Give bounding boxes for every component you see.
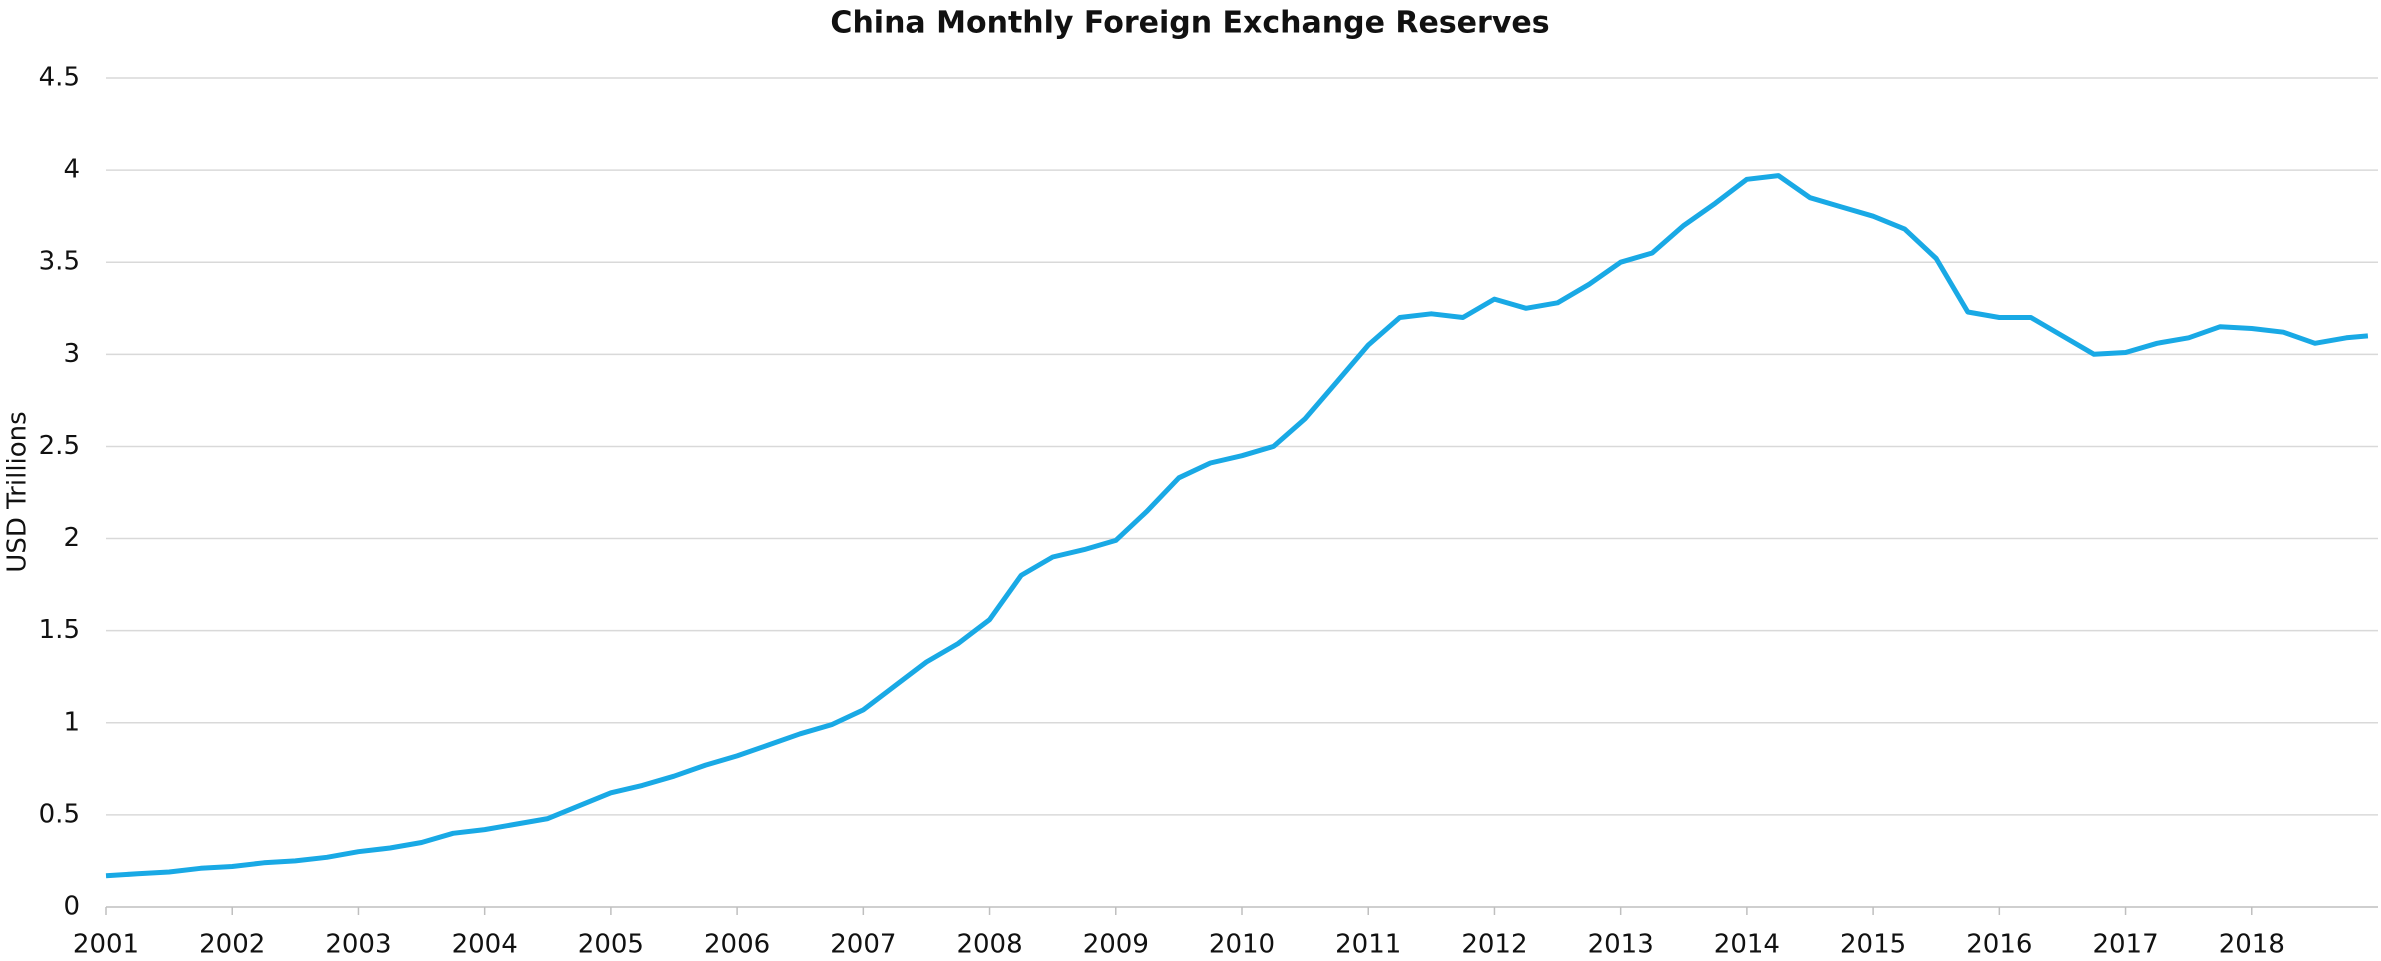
x-tick-label: 2004 [452,930,518,960]
y-tick-label: 4.5 [39,63,80,93]
x-tick-label: 2005 [578,930,644,960]
y-tick-label: 1 [63,707,80,737]
y-axis-label: USD Trillions [3,411,33,572]
x-tick-label: 2008 [956,930,1022,960]
x-tick-label: 2002 [199,930,265,960]
line-series [105,173,2369,879]
y-tick-label: 1.5 [39,615,80,645]
x-tick-label: 2013 [1588,930,1654,960]
x-tick-label: 2014 [1714,930,1780,960]
x-tick-label: 2001 [73,930,139,960]
x-tick-label: 2010 [1209,930,1275,960]
chart-title: China Monthly Foreign Exchange Reserves [830,6,1549,41]
x-tick-label: 2006 [704,930,770,960]
y-tick-label: 4 [63,155,80,185]
x-tick-label: 2012 [1461,930,1527,960]
x-tick-label: 2003 [325,930,391,960]
x-tick-label: 2009 [1083,930,1149,960]
x-tick-label: 2017 [2092,930,2158,960]
y-tick-label: 2 [63,523,80,553]
x-tick-label: 2011 [1335,930,1401,960]
x-tick-label: 2016 [1966,930,2032,960]
y-tick-label: 0.5 [39,799,80,829]
y-tick-label: 0 [63,892,80,922]
y-tick-label: 2.5 [39,431,80,461]
x-tick-label: 2015 [1840,930,1906,960]
y-tick-label: 3 [63,339,80,369]
y-tick-label: 3.5 [39,247,80,277]
x-tick-label: 2018 [2219,930,2285,960]
x-tick-label: 2007 [830,930,896,960]
